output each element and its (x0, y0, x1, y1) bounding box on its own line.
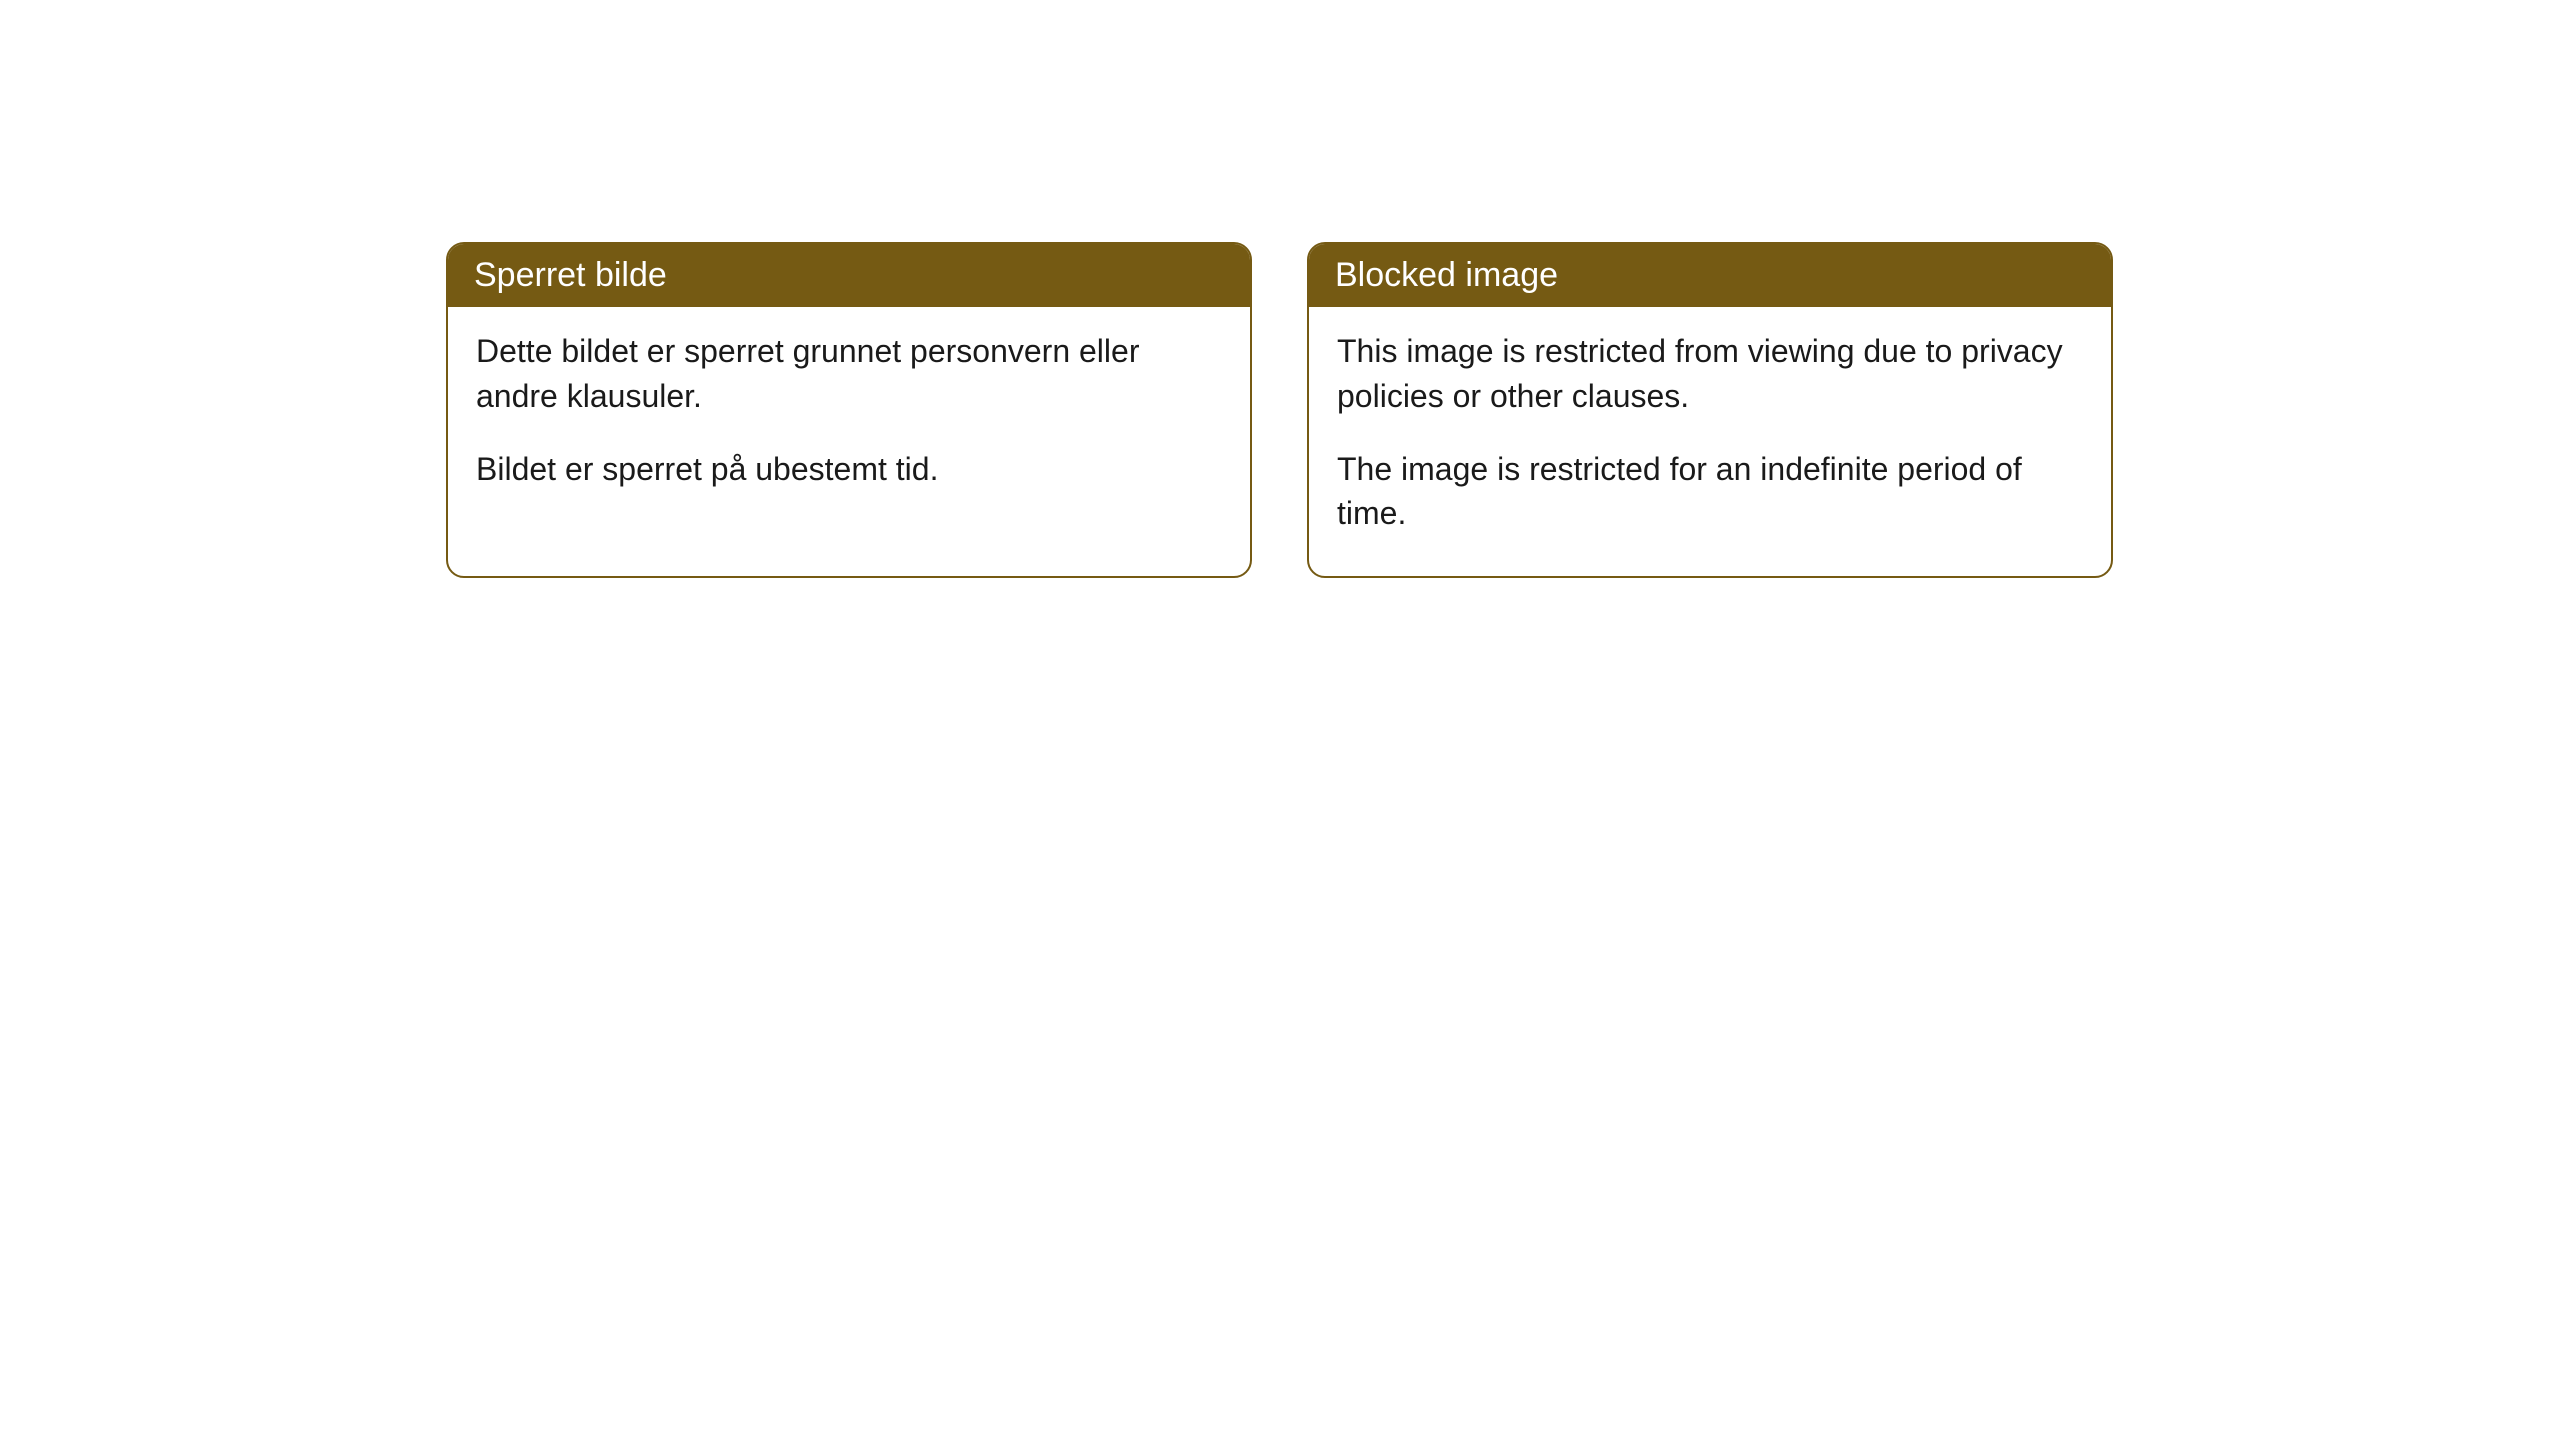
card-body: This image is restricted from viewing du… (1309, 307, 2111, 576)
notice-card-english: Blocked image This image is restricted f… (1307, 242, 2113, 578)
card-title: Blocked image (1335, 256, 1558, 294)
notice-cards-container: Sperret bilde Dette bildet er sperret gr… (446, 242, 2113, 578)
card-paragraph-2: The image is restricted for an indefinit… (1337, 447, 2083, 537)
card-paragraph-2: Bildet er sperret på ubestemt tid. (476, 447, 1222, 492)
card-header: Sperret bilde (448, 244, 1250, 307)
card-title: Sperret bilde (474, 256, 667, 294)
notice-card-norwegian: Sperret bilde Dette bildet er sperret gr… (446, 242, 1252, 578)
card-paragraph-1: Dette bildet er sperret grunnet personve… (476, 329, 1222, 419)
card-paragraph-1: This image is restricted from viewing du… (1337, 329, 2083, 419)
card-header: Blocked image (1309, 244, 2111, 307)
card-body: Dette bildet er sperret grunnet personve… (448, 307, 1250, 531)
